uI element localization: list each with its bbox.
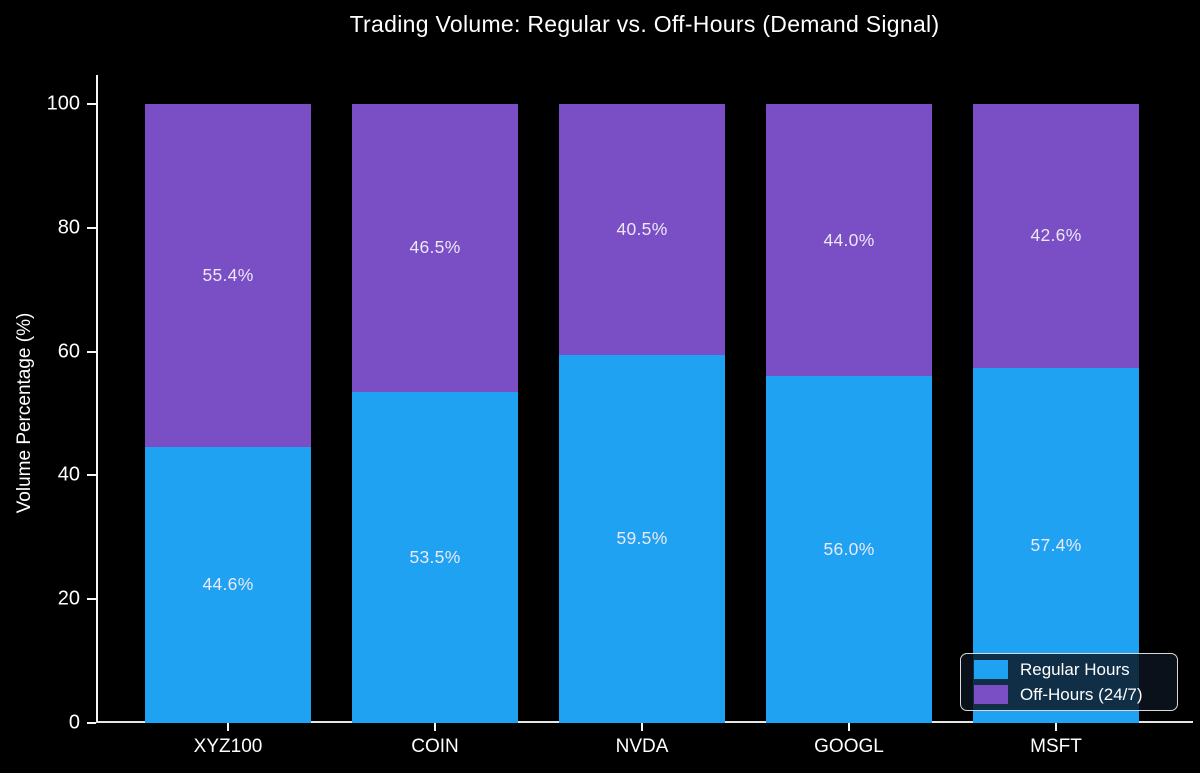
bar-segment-xyz100-1: 55.4% [145, 104, 311, 447]
x-tick-label-xyz100: XYZ100 [193, 736, 263, 757]
x-tick [434, 723, 436, 731]
plot-area: Regular Hours Off-Hours (24/7) 0 20 40 60 80… [47, 75, 1193, 757]
y-tick-label: 40 [57, 463, 80, 486]
y-tick-label: 60 [57, 340, 80, 363]
legend-item-regular-hours: Regular Hours [974, 660, 1177, 680]
legend: Regular Hours Off-Hours (24/7) [960, 653, 1178, 711]
x-tick [227, 723, 229, 731]
bar-segment-msft-1: 42.6% [973, 104, 1139, 368]
y-tick [87, 598, 96, 601]
bar-value-label: 44.0% [823, 229, 875, 250]
bar-value-label: 53.5% [409, 546, 461, 567]
legend-label-regular-hours: Regular Hours [1020, 659, 1130, 679]
x-tick-label-coin: COIN [411, 736, 459, 757]
bar-value-label: 46.5% [409, 237, 461, 258]
x-tick-label-googl: GOOGL [814, 736, 884, 757]
y-tick-label: 0 [68, 711, 80, 734]
y-tick [87, 350, 96, 353]
legend-item-off-hours: Off-Hours (24/7) [974, 685, 1177, 705]
x-tick-label-msft: MSFT [1030, 736, 1082, 757]
bar-value-label: 40.5% [616, 218, 668, 239]
bar-value-label: 57.4% [1030, 534, 1082, 555]
legend-swatch-off-hours [974, 685, 1008, 704]
y-tick [87, 722, 96, 724]
x-tick [848, 723, 850, 731]
chart-title: Trading Volume: Regular vs. Off-Hours (D… [349, 11, 940, 37]
bar-segment-coin-1: 46.5% [352, 104, 518, 392]
x-tick [1055, 723, 1057, 731]
legend-swatch-regular-hours [974, 660, 1008, 679]
y-tick [87, 103, 96, 105]
bar-segment-googl-1: 44.0% [766, 104, 932, 377]
bar-segment-googl-0: 56.0% [766, 376, 932, 723]
y-tick-label: 100 [46, 92, 80, 115]
bar-value-label: 55.4% [202, 264, 254, 285]
y-axis-line [96, 75, 98, 723]
bar-value-label: 59.5% [616, 528, 668, 549]
bar-segment-xyz100-0: 44.6% [145, 446, 311, 723]
y-tick-label: 80 [57, 216, 80, 239]
legend-label-off-hours: Off-Hours (24/7) [1020, 684, 1143, 704]
bar-value-label: 56.0% [823, 539, 875, 560]
bar-value-label: 44.6% [202, 574, 254, 595]
bar-segment-nvda-0: 59.5% [559, 354, 725, 723]
bar-value-label: 42.6% [1030, 225, 1082, 246]
x-tick-label-nvda: NVDA [615, 736, 669, 757]
y-tick-label: 20 [57, 587, 80, 610]
bar-segment-coin-0: 53.5% [352, 391, 518, 723]
y-axis-title: Volume Percentage (%) [14, 312, 35, 514]
y-tick [87, 474, 96, 477]
x-tick [641, 723, 643, 731]
y-tick [87, 226, 96, 229]
bar-segment-nvda-1: 40.5% [559, 104, 725, 355]
